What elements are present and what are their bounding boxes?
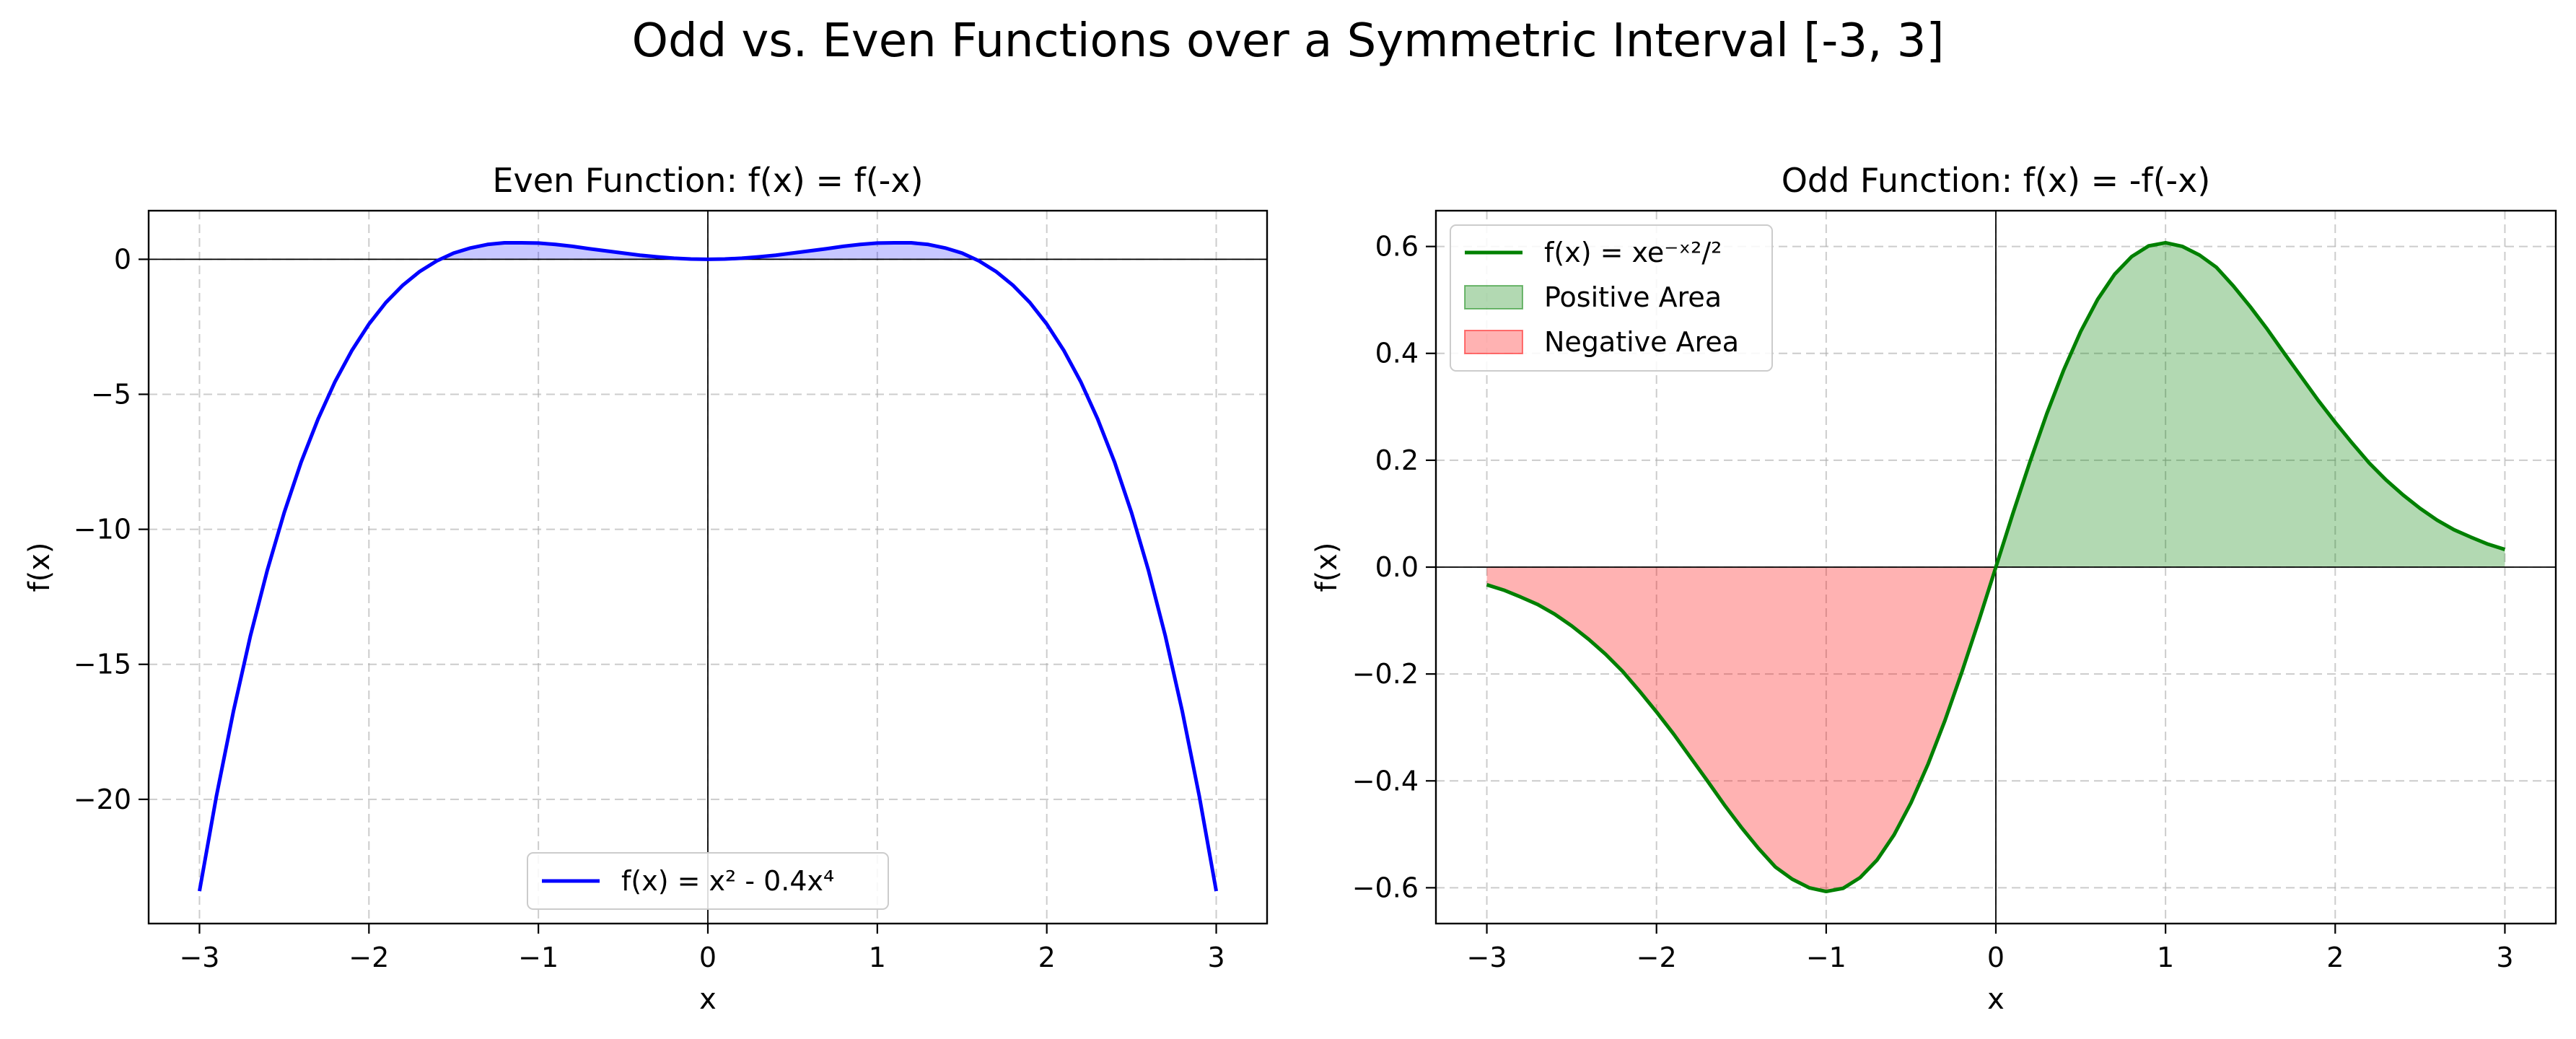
odd-series-line [1486, 240, 2506, 894]
odd-negative-area-fill [1486, 567, 1996, 892]
odd-xtick-label: 3 [2496, 942, 2513, 973]
even-xtick-label: 3 [1207, 942, 1225, 973]
odd-xtick-label: −3 [1467, 942, 1507, 973]
odd-xtick-label: 1 [2157, 942, 2174, 973]
even-y-axis-label: f(x) [23, 543, 56, 592]
odd-legend: f(x) = xe⁻ˣ²/² Positive Area Negative Area [1450, 224, 1773, 372]
even-xtick-label: 2 [1038, 942, 1056, 973]
odd-ytick-label: −0.6 [1352, 872, 1419, 903]
odd-legend-line-label: f(x) = xe⁻ˣ²/² [1544, 237, 1722, 268]
odd-panel-title: Odd Function: f(x) = -f(-x) [1782, 161, 2211, 200]
odd-xtick-label: −1 [1806, 942, 1846, 973]
odd-legend-fill-swatch [1464, 330, 1523, 354]
odd-y-axis-label: f(x) [1310, 543, 1344, 592]
odd-legend-fill-swatch [1464, 285, 1523, 310]
even-ytick-label: −15 [74, 649, 131, 680]
even-ytick-label: −10 [74, 514, 131, 545]
odd-positive-area-fill [1996, 242, 2505, 567]
even-positive-area-fill [199, 242, 1217, 260]
odd-ytick-label: 0.4 [1375, 338, 1419, 369]
even-legend-box [527, 852, 889, 910]
even-xtick-label: 1 [869, 942, 886, 973]
even-ytick-label: 0 [114, 243, 131, 275]
even-ytick-label: −20 [74, 784, 131, 815]
even-xtick-label: −2 [349, 942, 389, 973]
even-series-line [197, 241, 1219, 892]
odd-ytick-label: 0.2 [1375, 444, 1419, 476]
even-xtick-label: 0 [699, 942, 717, 973]
odd-ytick-label: −0.2 [1352, 658, 1419, 690]
odd-legend-box [1450, 224, 1773, 372]
odd-ytick-label: 0.0 [1375, 551, 1419, 583]
even-legend: f(x) = x² - 0.4x⁴ [527, 852, 889, 910]
even-x-axis-label: x [699, 983, 717, 1016]
odd-function-panel: −3 −2 −1 0 1 2 3 0.6 0.4 0.2 0.0 −0.2 −0.4 −0.6 Odd Fu… [1310, 161, 2557, 1016]
even-xtick-label: −3 [179, 942, 219, 973]
odd-xtick-label: 2 [2326, 942, 2344, 973]
even-xtick-label: −1 [518, 942, 558, 973]
odd-xtick-label: 0 [1987, 942, 2005, 973]
odd-ytick-label: 0.6 [1375, 231, 1419, 263]
odd-xtick-label: −2 [1637, 942, 1677, 973]
even-panel-title: Even Function: f(x) = f(-x) [492, 161, 923, 200]
odd-legend-fill-label: Positive Area [1544, 281, 1722, 313]
odd-ytick-label: −0.4 [1352, 765, 1419, 797]
odd-legend-fill-label: Negative Area [1544, 326, 1739, 358]
even-legend-label: f(x) = x² - 0.4x⁴ [621, 865, 834, 897]
odd-x-axis-label: x [1987, 983, 2005, 1016]
even-ytick-label: −5 [91, 378, 131, 410]
figure-title: Odd vs. Even Functions over a Symmetric … [632, 14, 1945, 68]
